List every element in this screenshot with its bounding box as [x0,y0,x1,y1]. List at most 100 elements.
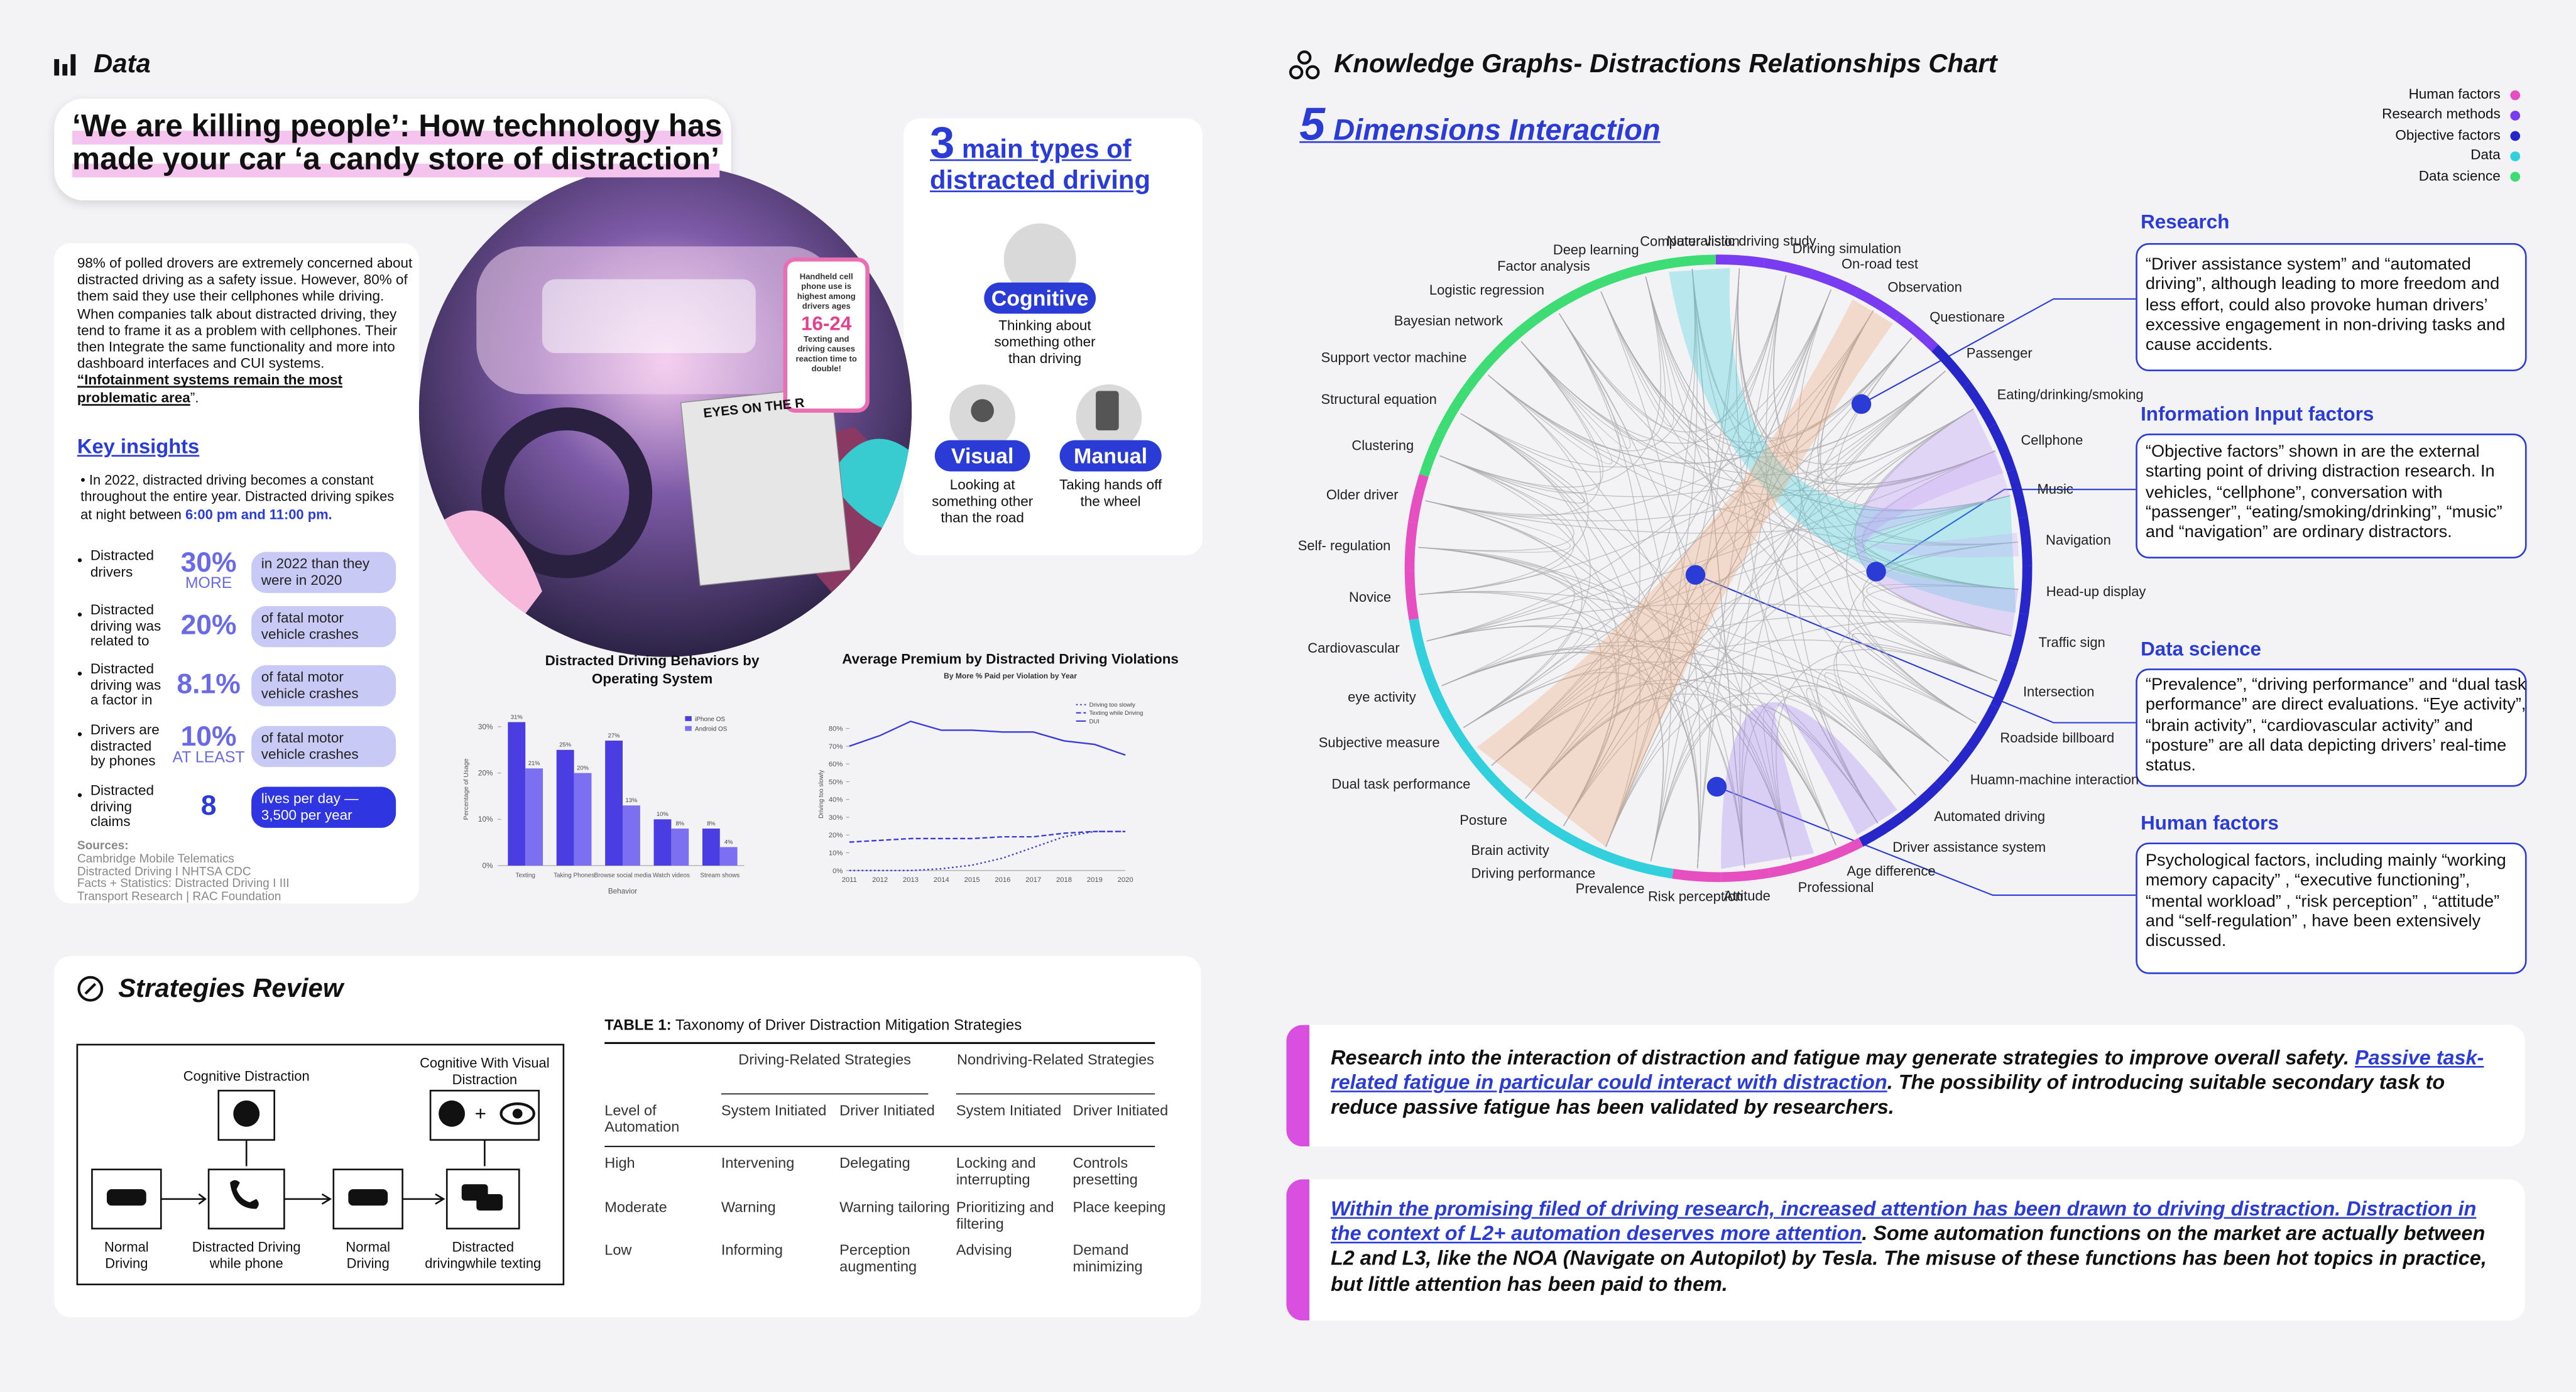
link [1441,651,1792,861]
link [1600,291,1977,724]
link [1691,268,1745,868]
link [1426,617,1583,728]
link [1463,661,1916,796]
strategy-icons: + [106,1100,535,1211]
link [1520,341,1995,492]
graph-number: 5 [1299,98,1326,150]
stat-bullet: • [77,552,83,568]
link [1425,310,1874,516]
link [1441,641,1950,762]
table-group: Nondriving-Related Strategies [956,1051,1154,1068]
graph-icon [1289,50,1320,80]
cognitive-icon [1003,223,1076,296]
link [1735,268,1836,846]
link [1650,371,1946,862]
diagram-label: Cognitive Distraction [183,1067,310,1084]
legend-swatch [685,726,692,731]
legend-dot [2510,111,2521,121]
stat-value: 10% [180,720,237,753]
source: Transport Research | RAC Foundation [77,889,281,904]
intro-text: 98% of polled drovers are extremely conc… [77,254,413,372]
ribbon [1669,268,2016,613]
table-header: Driver Initiated [1072,1102,1169,1119]
link [1425,408,1974,521]
x-tick-label: 2017 [1025,876,1041,884]
link [1846,408,1977,724]
group-arc [2018,516,2033,566]
group-arc [1715,254,1765,268]
panel-box [2136,433,2527,559]
intro: 98% of polled drovers are extremely conc… [77,254,414,405]
legend-dot [2510,151,2521,161]
link [1817,310,1997,682]
value-label: 8% [676,820,685,827]
group-arc [1408,474,1429,524]
legend-dot [2510,171,2521,182]
headline-line: ‘We are killing people’: How technology … [72,110,723,145]
group-arc [2006,469,2028,518]
note-rest: . The possibility of introducing suitabl… [1330,1071,2445,1119]
source: Distracted Driving I NHTSA CDC [77,863,251,878]
type-name: Cognitive [984,282,1096,314]
stat-label: Distracted drivers [90,546,154,579]
node-label: Support vector machine [1321,349,1467,365]
type-desc: Thinking about something other than driv… [994,317,1096,367]
stat-label: Drivers are distracted by phones [90,720,160,769]
diagram-label: Cognitive With Visual Distraction [420,1054,550,1087]
link [1816,664,1977,824]
link [1419,590,1950,762]
note: Research into the interaction of distrac… [1331,1047,2501,1121]
diagram-label: Distracted Driving while phone [192,1238,301,1271]
stat-label: Distracted driving was related to [90,601,161,650]
graph-title: Knowledge Graphs- Distractions Relations… [1334,51,1997,79]
panel-title: Information Input factors [2141,402,2374,426]
x-tick-label: 2019 [1087,876,1103,884]
group-arc [1962,381,1997,428]
group-arc [1666,254,1716,269]
node-label: Self- regulation [1298,538,1391,553]
node-label: Structural equation [1321,391,1437,407]
node-label: Driving performance [1471,865,1596,881]
link [1737,268,2012,636]
node-label: Deep learning [1553,242,1639,258]
note-lead: Research into the interaction of distrac… [1330,1046,2355,1070]
link [1418,546,1836,846]
node-label: Music [2038,481,2073,497]
link [1848,541,2018,762]
types-title: 3 main types of distracted driving [930,121,1192,197]
panel-text: “Driver assistance system” and “automate… [2145,256,2506,356]
group-arc [1404,521,1418,572]
node-label: Prevalence [1576,881,1645,896]
y-tick-label: 20% [478,769,493,778]
strategies-card [54,955,1201,1318]
group-arc [1463,348,1502,392]
link [1605,268,1740,847]
phone-age: 16-24 [801,312,852,335]
legend-label: Android OS [695,726,728,733]
legend-dot [2510,90,2521,101]
chart-title: Distracted Driving Behaviors by Operatin… [545,652,760,687]
group-arc [1935,744,1974,788]
data-icon [54,54,76,76]
link [1525,268,1696,799]
table-cell: Warning [721,1198,776,1215]
link [1418,546,1575,687]
link [1439,276,1661,488]
note-link: Passive task-related fatigue in particul… [1330,1046,2484,1094]
y-tick-label: 30% [829,814,843,822]
link [1460,413,1591,728]
node-label: Dual task performance [1332,776,1471,792]
link [1866,584,2019,636]
x-tick-label: 2014 [934,876,949,884]
phone-line: Texting and driving causes reaction time… [795,335,857,375]
link [1697,289,1831,869]
x-tick-label: 2018 [1056,876,1072,884]
x-tick-label: Texting [515,872,535,879]
diagram-label: Normal Driving [104,1238,149,1271]
link [1558,313,1672,862]
value-label: 31% [511,713,523,720]
node-label: Questionare [1929,309,2005,325]
strategy-diagram [76,1043,565,1286]
graph-subtitle-text: Dimensions Interaction [1333,113,1661,146]
table-rules [604,1041,1155,1148]
